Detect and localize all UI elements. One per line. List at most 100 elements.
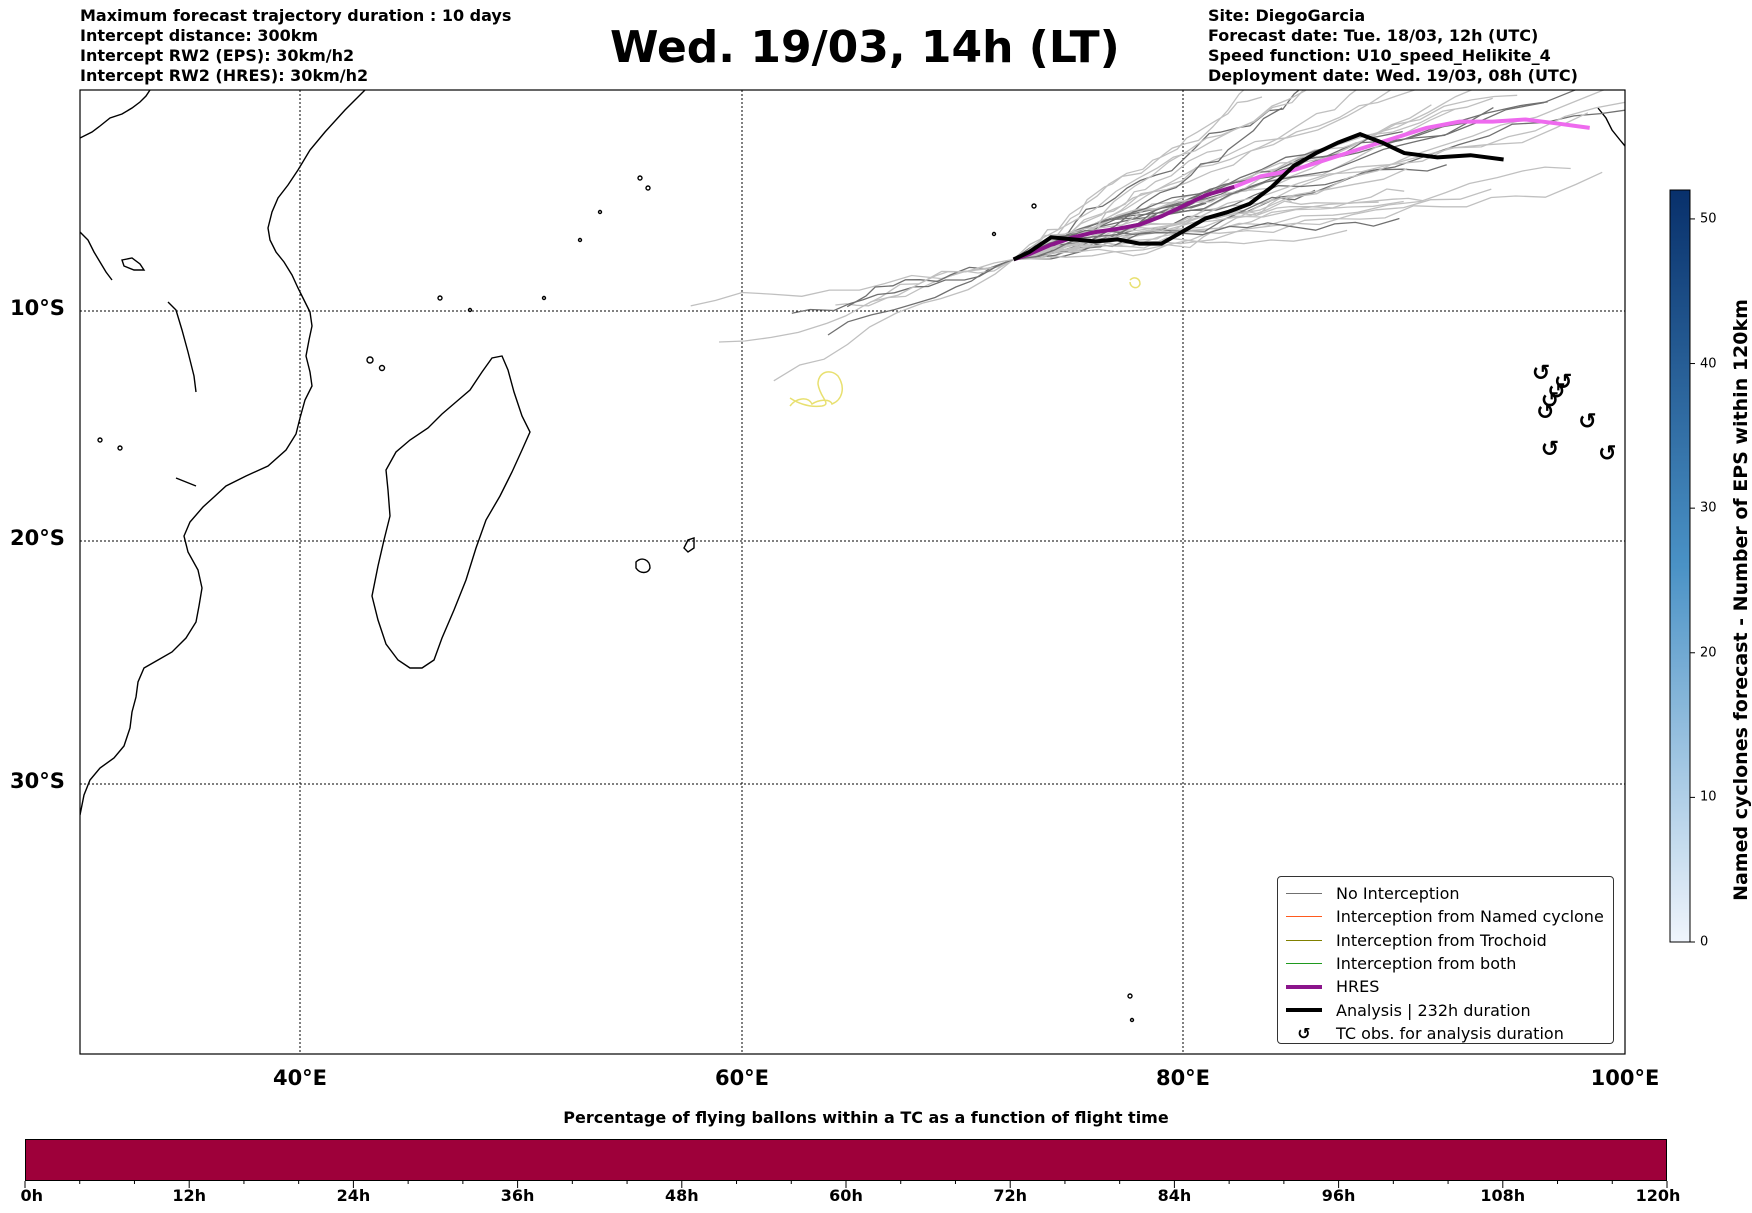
seychelles-island-2 — [645, 185, 651, 191]
legend-item-analysis: Analysis | 232h duration — [1286, 998, 1605, 1021]
legend-label: Interception from Named cyclone — [1336, 907, 1604, 927]
lon-label-80e: 80°E — [1155, 1066, 1211, 1090]
lon-label-40e: 40°E — [272, 1066, 328, 1090]
seychelles-island — [637, 175, 643, 181]
cyclone-icon: ↺ — [1536, 400, 1554, 425]
main-tracks — [1012, 117, 1590, 262]
reunion-island — [635, 558, 651, 574]
eps-trajectory — [1013, 197, 1424, 261]
eps-trajectory — [1013, 90, 1301, 260]
tc-observations: ↺↺↺↺↺ ↺↺ ↺ — [1532, 361, 1617, 467]
legend-label: Analysis | 232h duration — [1336, 1000, 1531, 1020]
lat-label-30s: 30°S — [10, 769, 65, 793]
comoros-island-2 — [378, 364, 386, 372]
horizontal-colorbar-title: Percentage of flying ballons within a TC… — [563, 1108, 1169, 1127]
lat-label-20s: 20°S — [10, 526, 65, 550]
site-parameters: Site: DiegoGarcia Forecast date: Tue. 18… — [1208, 6, 1578, 86]
info-line-forecast-date: Forecast date: Tue. 18/03, 12h (UTC) — [1208, 26, 1539, 45]
vertical-colorbar — [1669, 189, 1691, 943]
colorbar-tick-label: 50 — [1700, 211, 1717, 227]
horizontal-colorbar-tick-label: 108h — [1480, 1186, 1526, 1205]
colorbar-tick-label: 40 — [1700, 356, 1717, 372]
horizontal-colorbar-tick-label: 96h — [1321, 1186, 1356, 1205]
cyclone-icon: ↺ — [1578, 409, 1596, 434]
legend-label: Interception from both — [1336, 954, 1517, 974]
eps-trajectory — [1013, 96, 1263, 260]
island-dot-2 — [577, 237, 583, 243]
horizontal-colorbar-tick-label: 12h — [172, 1186, 207, 1205]
eps-trajectory — [718, 258, 1014, 343]
kerguelen-island-2 — [1129, 1017, 1135, 1023]
horizontal-colorbar-tick-label: 84h — [1157, 1186, 1192, 1205]
horizontal-colorbar-tick-label: 36h — [500, 1186, 535, 1205]
sumatra-coast-fragment — [1597, 107, 1625, 147]
horn-coast-fragment — [80, 90, 151, 139]
cyclone-icon: ↺ — [1541, 437, 1559, 462]
info-line-speed-function: Speed function: U10_speed_Helikite_4 — [1208, 46, 1551, 65]
lat-label-10s: 10°S — [10, 296, 65, 320]
legend-item-no-interception: No Interception — [1286, 882, 1605, 905]
cyclone-icon: ↺ — [1598, 442, 1616, 467]
cyclone-icon: ↺ — [1554, 370, 1572, 395]
legend-item-both: Interception from both — [1286, 952, 1605, 975]
info-line-intercept-distance: Intercept distance: 300km — [80, 26, 319, 45]
graticule — [80, 90, 1625, 1054]
yellow-loop-track-2 — [1129, 277, 1141, 289]
legend-item-hres: HRES — [1286, 975, 1605, 998]
lake-shore — [167, 301, 197, 393]
yellow-loop-tracks — [789, 277, 1141, 408]
vertical-colorbar-ticks — [1690, 218, 1695, 943]
legend-label: TC obs. for analysis duration — [1336, 1023, 1564, 1043]
eps-trajectory — [773, 258, 1015, 382]
colorbar-tick-label: 30 — [1700, 500, 1717, 516]
hres-track — [1012, 184, 1235, 262]
horizontal-colorbar-tick-label: 24h — [336, 1186, 371, 1205]
socotra-island — [121, 257, 146, 271]
map-frame — [79, 89, 1626, 1055]
chagos-island-2 — [991, 231, 997, 237]
island-dot-5 — [541, 295, 547, 301]
cyclone-icon: ↺ — [1532, 361, 1550, 386]
horizontal-colorbar-tick-label: 0h — [20, 1186, 44, 1205]
madagascar-coastline — [371, 355, 531, 669]
comoros-island — [366, 356, 374, 364]
cyclone-icon: ↺ — [1547, 379, 1565, 404]
horn-coast-fragment-2 — [80, 231, 113, 281]
horizontal-colorbar-ticks — [24, 1181, 1668, 1188]
page-title: Wed. 19/03, 14h (LT) — [610, 22, 1120, 73]
vertical-colorbar-label: Named cyclones forecast - Number of EPS … — [1730, 299, 1752, 901]
legend-item-tc-obs: ↺ TC obs. for analysis duration — [1286, 1022, 1605, 1045]
coastlines — [80, 90, 1625, 1023]
info-line-rw2-eps: Intercept RW2 (EPS): 30km/h2 — [80, 46, 355, 65]
eps-trajectory — [1013, 90, 1308, 260]
eps-trajectory — [1013, 90, 1245, 260]
eps-trajectory — [1013, 166, 1571, 261]
legend-item-named-cyclone: Interception from Named cyclone — [1286, 905, 1605, 928]
legend-label: Interception from Trochoid — [1336, 930, 1547, 950]
eps-trajectory — [791, 258, 1014, 314]
yellow-loop-track — [789, 371, 844, 408]
island-dot-6 — [97, 437, 103, 443]
horizontal-colorbar-tick-label: 72h — [993, 1186, 1028, 1205]
eps-trajectory — [1013, 171, 1603, 261]
map-legend: No Interception Interception from Named … — [1277, 876, 1614, 1044]
legend-label: HRES — [1336, 977, 1380, 997]
cyclone-icon: ↺ — [1541, 389, 1559, 414]
horizontal-colorbar-tick-label: 48h — [664, 1186, 699, 1205]
legend-item-trochoid: Interception from Trochoid — [1286, 929, 1605, 952]
eps-trajectory — [1013, 168, 1408, 261]
island-dot-7 — [117, 445, 123, 451]
horizontal-colorbar — [25, 1139, 1667, 1181]
lon-label-100e: 100°E — [1590, 1066, 1660, 1090]
horizontal-colorbar-tick-label: 120h — [1635, 1186, 1681, 1205]
lon-label-60e: 60°E — [714, 1066, 770, 1090]
eps-trajectory — [1013, 90, 1606, 261]
africa-coastline — [80, 90, 366, 816]
colorbar-tick-label: 10 — [1700, 789, 1717, 805]
eps-trajectory — [1013, 149, 1223, 260]
eps-trajectory — [827, 258, 1014, 336]
cyclone-icon: ↺ — [1297, 1023, 1311, 1043]
island-dot-4 — [467, 307, 473, 313]
eps-trajectory — [1013, 90, 1305, 261]
